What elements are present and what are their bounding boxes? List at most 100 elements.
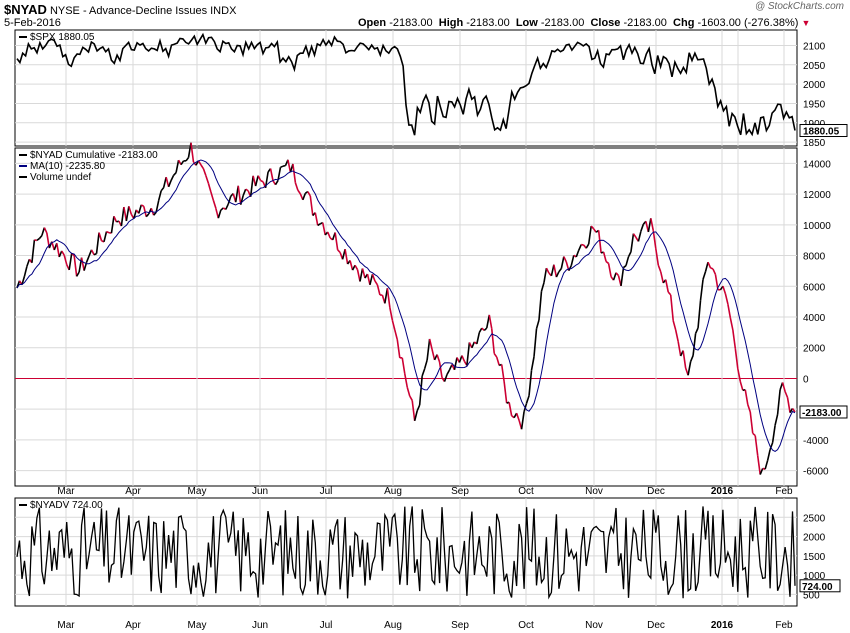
nyad-segment [170,174,175,181]
nyad-segment [724,293,729,305]
nyad-segment [528,370,533,396]
nyad-segment [426,338,431,361]
nyad-segment [737,368,742,382]
nyad-segment [254,175,259,187]
nyad-segment [488,314,493,329]
nyad-segment [128,206,133,215]
nyad-segment [257,175,262,181]
nyad-segment [26,258,31,267]
nyad-segment [302,193,307,201]
nyad-segment [38,235,43,240]
nyad-segment [249,175,254,197]
legend-entry: $NYAD Cumulative -2183.00 [30,150,158,161]
nyad-segment [722,285,727,294]
nyad-segment [103,231,108,243]
month-label: 2016 [711,620,734,631]
nyad-segment [664,279,670,293]
month-label: Sep [451,486,469,497]
month-label: Dec [647,486,665,497]
nyad-segment [640,223,645,232]
nyad-segment [500,364,505,383]
nyad-segment [307,191,311,197]
nyad-segment [647,218,652,233]
nyad-segment [61,250,65,256]
nyad-segment [754,435,759,456]
nyad-segment [677,341,682,357]
nyad-segment [252,175,257,187]
nyad-segment [371,273,376,282]
nyad-segment [210,191,215,201]
nyad-segment [605,260,610,265]
symbol: $NYAD [4,2,47,17]
nyad-segment [694,327,699,334]
nyad-segment [140,204,145,208]
month-label: Feb [775,620,793,631]
nyad-segment [344,249,349,265]
nyad-segment [759,468,764,475]
legend-entry: Volume undef [30,172,91,183]
nyad-segment [727,303,732,319]
nyad-segment [558,268,562,273]
nyad-segment [98,232,103,241]
nyad-segment [242,188,247,196]
nyad-segment [202,168,207,176]
nyad-segment [31,239,36,263]
nyad-segment [657,264,662,273]
y-tick-label: 1850 [803,138,826,149]
nyad-line [16,142,796,475]
nyad-segment [93,252,97,256]
nyad-segment [766,449,771,461]
nyad-segment [707,261,712,269]
nyad-segment [411,400,416,421]
nyad-segment [446,369,451,375]
nyad-segment [369,274,374,286]
nyad-segment [568,265,573,271]
nyad-segment [764,460,769,470]
y-tick-label: 8000 [803,252,826,263]
nyad-segment [217,209,222,219]
nyad-segment [655,248,660,266]
nyad-segment [277,167,282,181]
nyad-segment [292,163,297,183]
pane-1: -6000-4000-20000200040006000800010000120… [14,147,831,487]
nyad-segment [428,338,433,350]
nyad-segment [421,368,426,377]
nyad-last-value: -2183.00 [802,408,842,419]
month-label: Jul [320,620,333,631]
open-value: -2183.00 [389,17,433,29]
nyad-segment [535,319,540,330]
nyad-segment [436,354,441,363]
nyad-segment [321,222,327,236]
nyad-segment [563,256,568,263]
nyad-segment [697,300,702,329]
nyad-segment [125,206,130,222]
y-tick-label: 4000 [803,313,826,324]
nyad-segment [481,327,485,332]
month-label: Oct [518,486,534,497]
nyad-segment [752,432,756,437]
nyad-segment [443,374,448,382]
nyad-segment [282,164,286,167]
nyad-segment [471,341,476,349]
nyad-segment [674,329,679,342]
nyad-segment [774,414,779,426]
nyad-segment [520,411,525,430]
y-tick-label: 14000 [803,159,831,170]
nyad-segment [359,268,364,282]
nyad-segment [478,327,483,333]
description: NYSE - Advance-Decline Issues INDX [49,5,237,17]
nyad-segment [106,230,110,234]
nyad-segment [113,215,118,223]
nyad-segment [389,307,394,321]
nyad-segment [555,271,560,278]
ohlc-readout: Open -2183.00 High -2183.00 Low -2183.00… [358,17,810,29]
nyad-segment [58,250,63,258]
nyad-segment [503,381,508,404]
nyadv-line [16,506,796,600]
nyad-segment [650,218,655,231]
month-label: Jul [320,486,333,497]
nyad-segment [712,268,717,275]
nyad-segment [781,382,786,392]
nyad-segment [493,353,498,358]
nyad-segment [55,243,61,258]
